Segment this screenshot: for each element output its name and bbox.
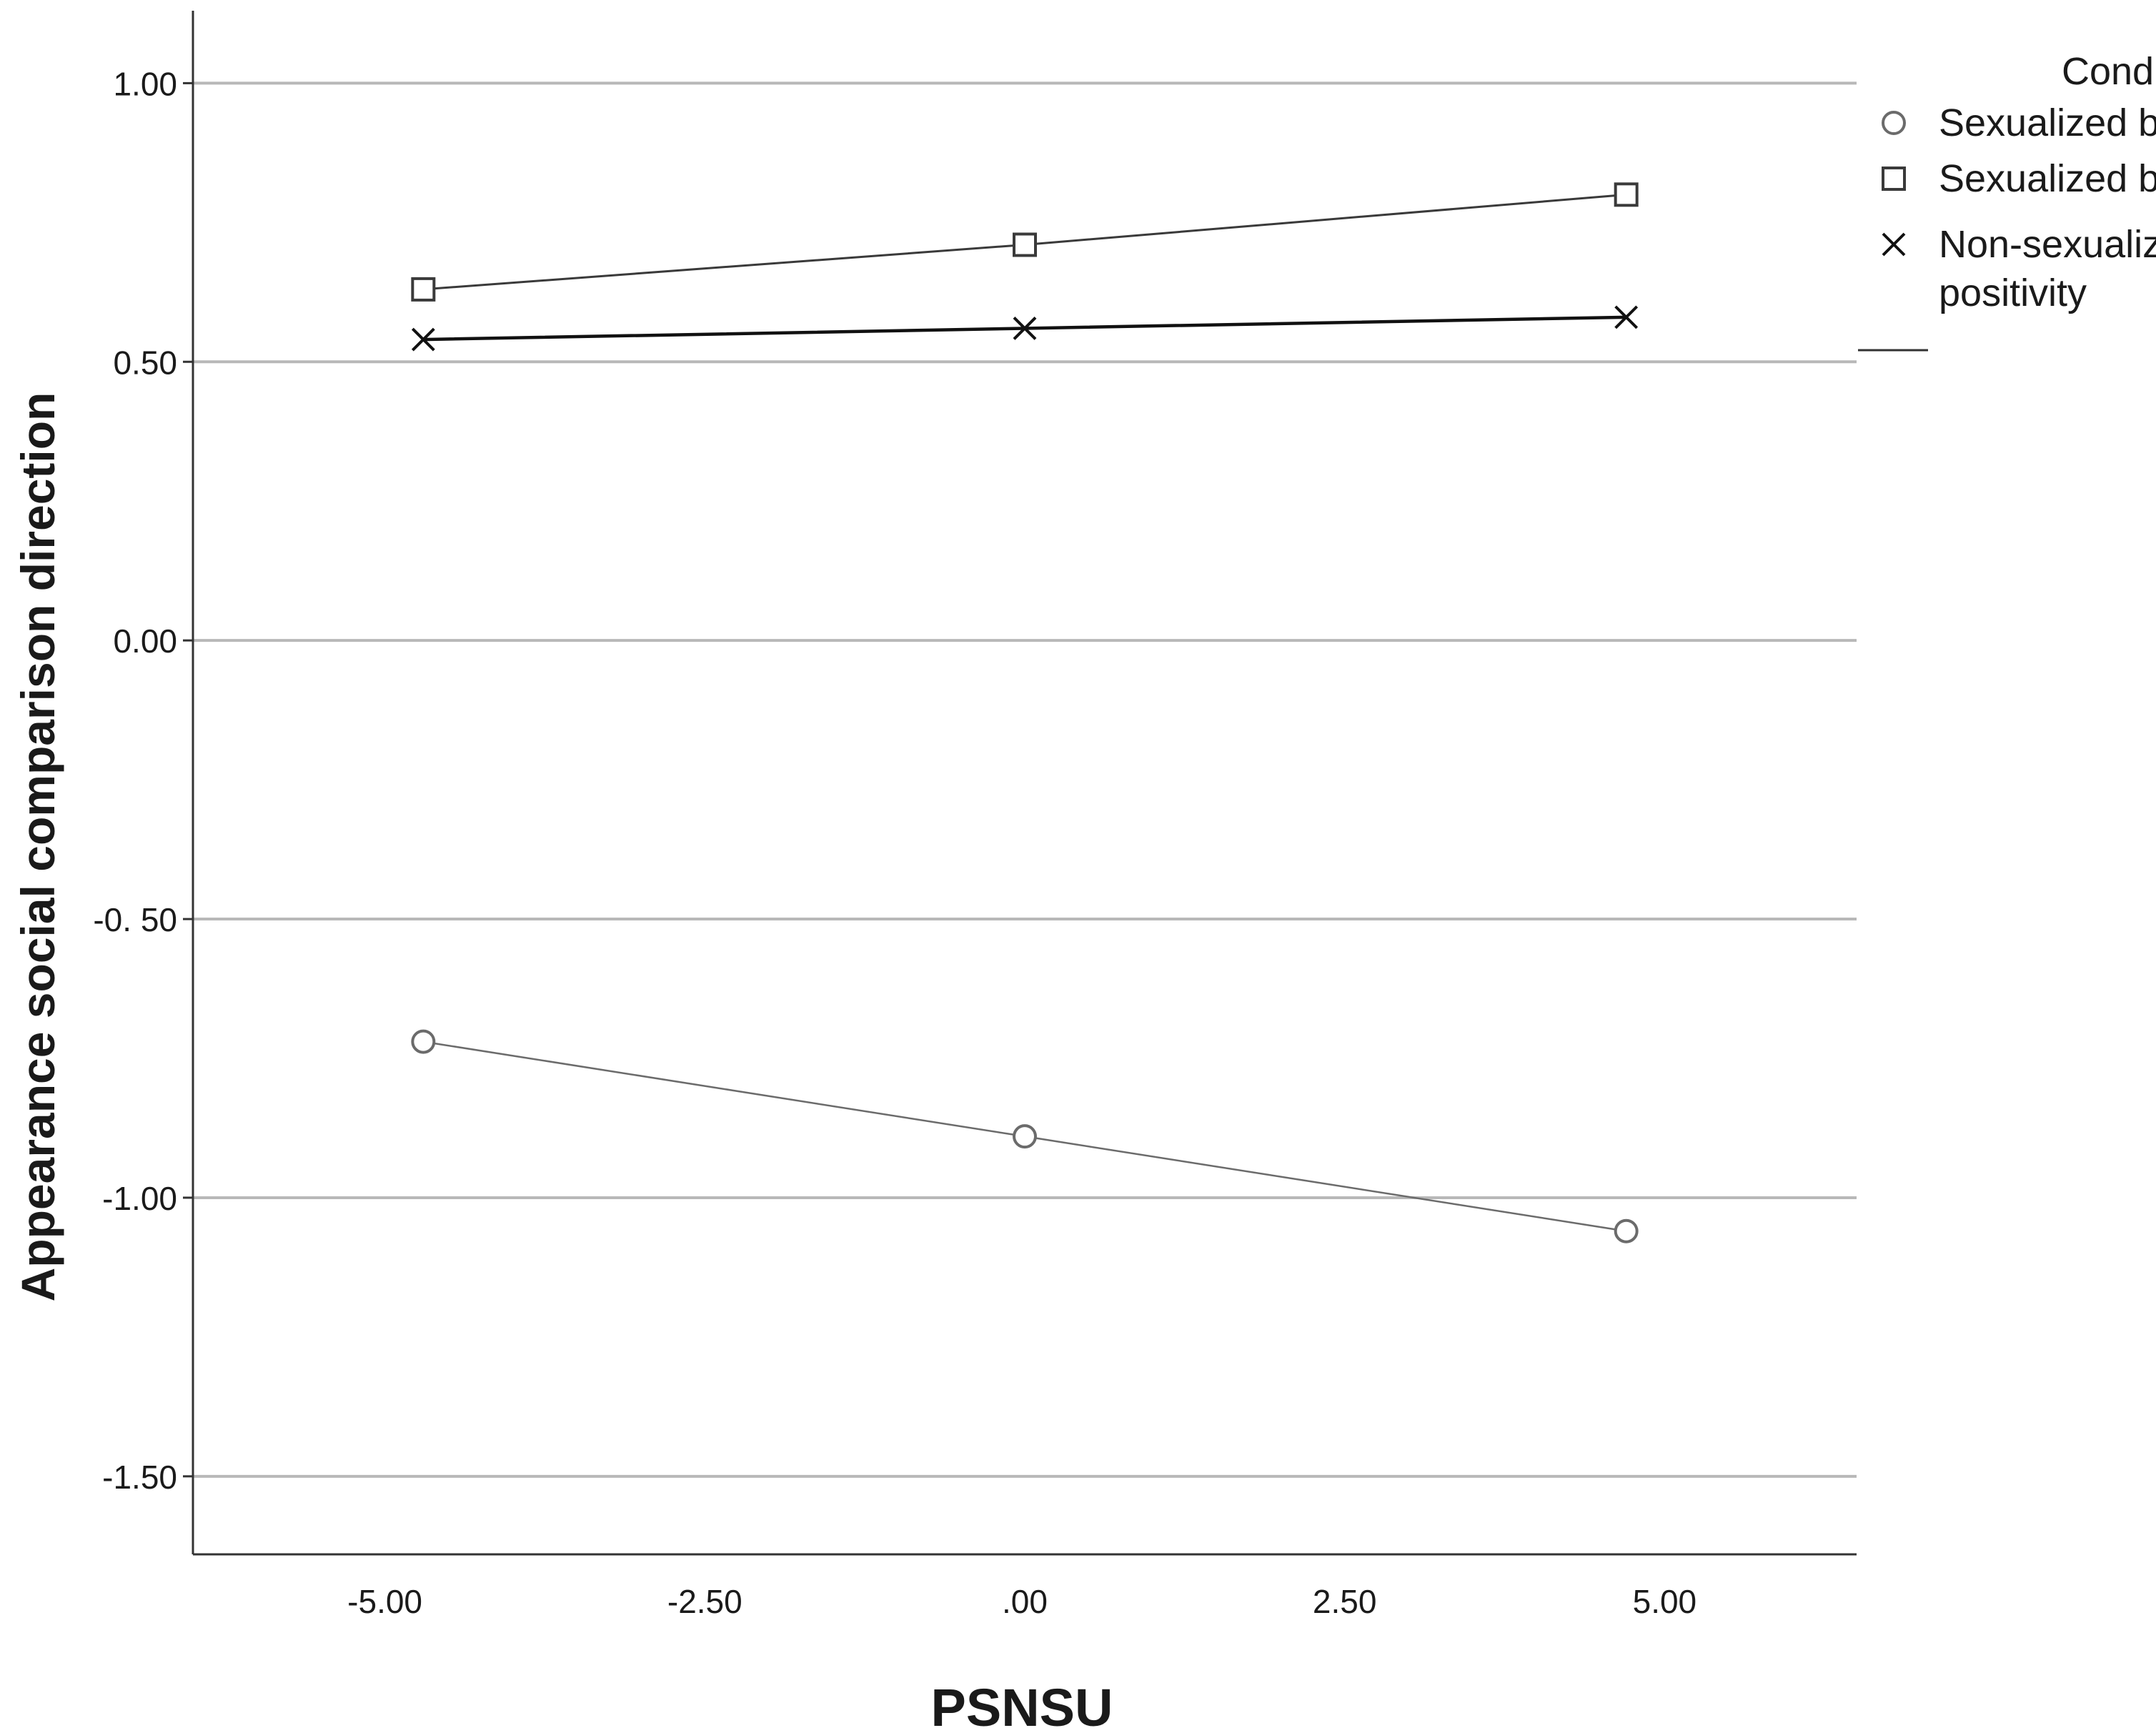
y-tick-label: 0.00: [113, 622, 177, 660]
x-axis-title: PSNSU: [931, 1678, 1113, 1733]
x-marker-stroke: [1614, 305, 1639, 329]
series-square: [411, 182, 1639, 302]
legend-marker-square: [1882, 167, 1906, 191]
data-point-x: [411, 327, 435, 352]
legend-items: Sexualized b Sexualized b Non-sexualiz posi…: [1882, 101, 2156, 314]
axes: [192, 11, 1857, 1556]
x-tick-labels: -5.00 -2.50 .00 2.50 5.00: [347, 1583, 1697, 1620]
legend-marker-x: [1882, 232, 1906, 257]
legend-label: Non-sexualiz: [1939, 223, 2156, 266]
series-x: [411, 305, 1639, 352]
x-tick-label: 5.00: [1633, 1583, 1697, 1620]
y-tick-label: 1.00: [113, 65, 177, 102]
grid-lines: [183, 81, 1857, 1478]
y-tick-label: -1.00: [102, 1180, 177, 1217]
y-tick-labels: 1.00 0.50 0.00 -0. 50 -1.00 -1.50: [93, 65, 177, 1495]
data-point-x: [1614, 305, 1639, 329]
series-circle: [411, 1029, 1639, 1243]
x-tick-label: -5.00: [347, 1583, 422, 1620]
x-tick-label: .00: [1002, 1583, 1048, 1620]
y-axis-title: Appearance social comparison direction: [11, 392, 64, 1302]
data-point-circle: [1013, 1124, 1037, 1149]
legend-title: Cond: [2062, 50, 2154, 93]
data-point-circle: [1614, 1218, 1639, 1243]
data-point-circle: [411, 1029, 436, 1054]
legend: Cond Sexualized b Sexualized b Non-sexuali…: [1858, 50, 2156, 352]
legend-label: Sexualized b: [1939, 157, 2156, 200]
y-tick-label: -1.50: [102, 1459, 177, 1496]
x-tick-label: -2.50: [667, 1583, 742, 1620]
legend-item: Non-sexualiz positivity: [1882, 223, 2156, 314]
data-point-square: [1013, 232, 1037, 257]
legend-item: Sexualized b: [1882, 157, 2156, 200]
data-point-x: [1013, 317, 1037, 340]
x-marker-stroke: [1882, 232, 1906, 257]
x-marker-stroke: [411, 327, 435, 352]
legend-marker-circle: [1882, 111, 1906, 135]
legend-label: Sexualized b: [1939, 101, 2156, 144]
legend-item: Sexualized b: [1882, 101, 2156, 144]
legend-label: positivity: [1939, 272, 2087, 314]
x-tick-label: 2.50: [1313, 1583, 1377, 1620]
series: [411, 182, 1639, 1243]
x-marker-stroke: [1013, 317, 1037, 340]
data-point-square: [1614, 182, 1639, 207]
y-tick-label: -0. 50: [93, 901, 177, 938]
data-point-square: [411, 277, 436, 302]
y-tick-label: 0.50: [113, 344, 177, 381]
